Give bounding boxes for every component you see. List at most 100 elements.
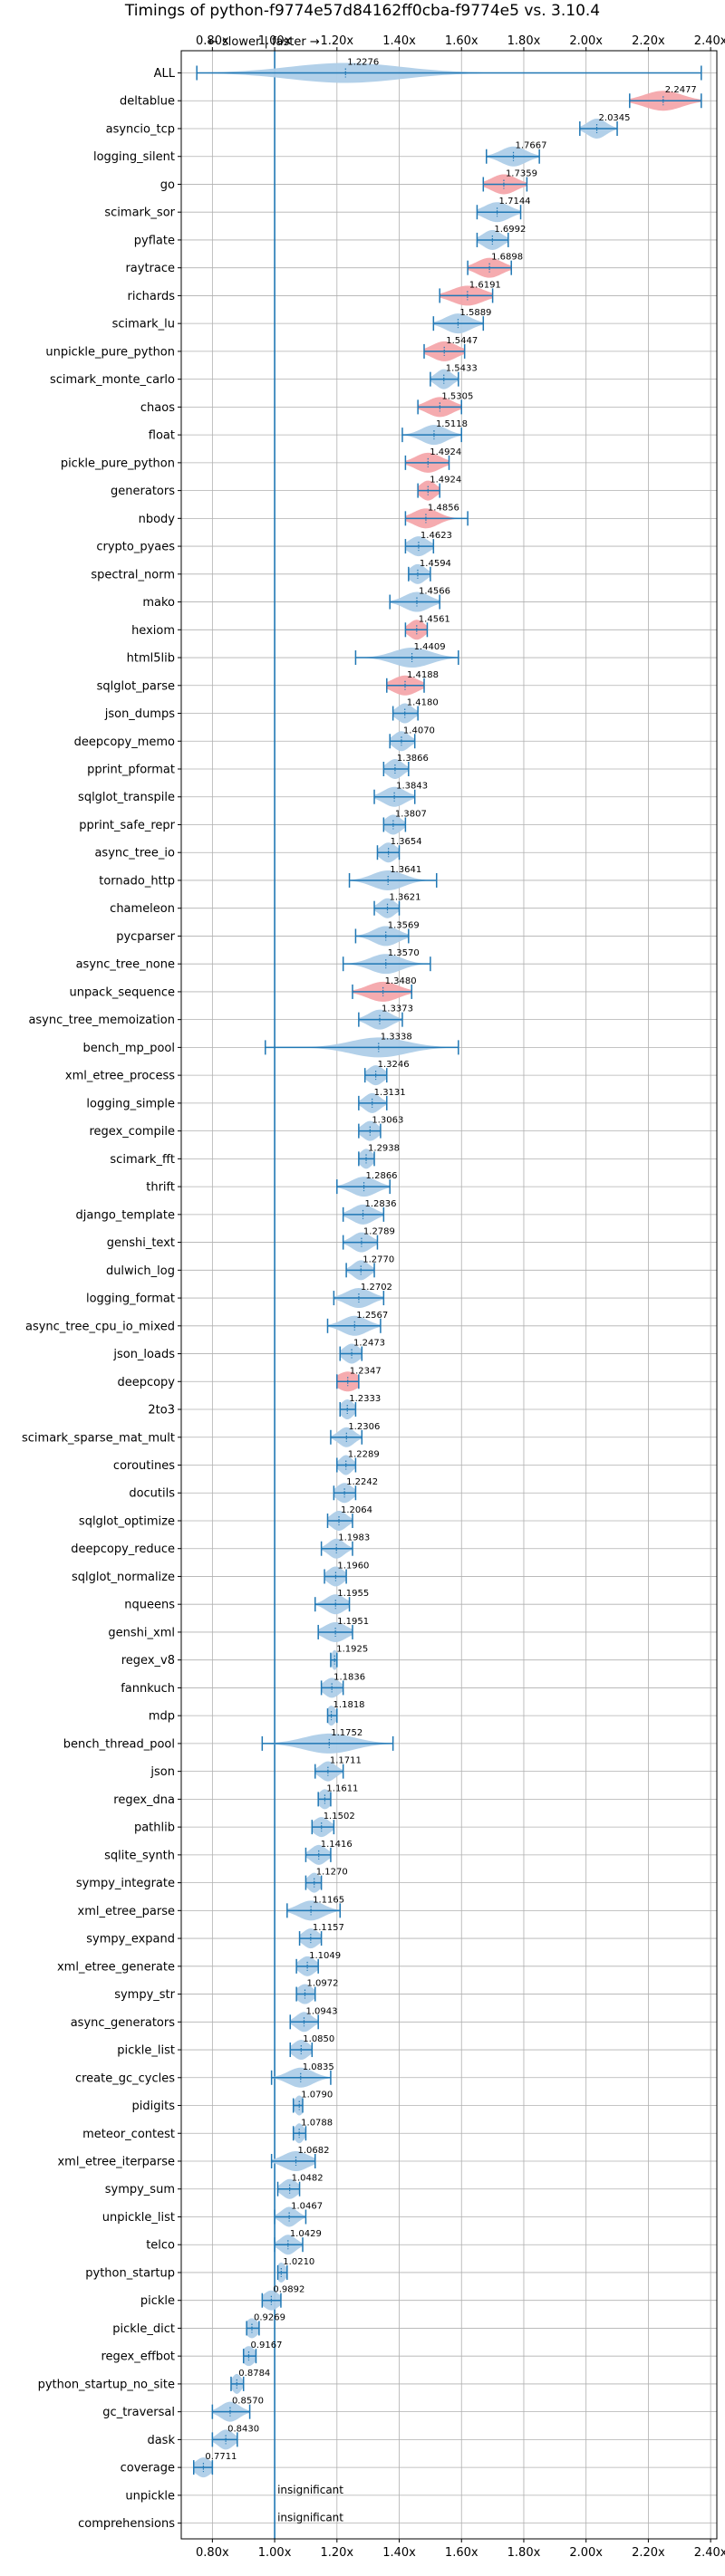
value-label-logging_simple: 1.3131: [374, 1088, 406, 1098]
y-tick-label-81: pickle_dict: [112, 2322, 175, 2336]
value-label-async_tree_memoization: 1.3373: [382, 1004, 413, 1014]
y-tick-label-13: float: [149, 429, 175, 443]
value-label-mako: 1.4566: [419, 587, 450, 597]
y-tick-label-8: richards: [128, 290, 176, 303]
y-tick-label-20: hexiom: [131, 624, 175, 638]
y-tick-label-36: xml_etree_process: [65, 1070, 175, 1083]
y-tick-label-2: asyncio_tcp: [106, 122, 175, 136]
y-tick-label-58: fannkuch: [121, 1682, 175, 1696]
y-tick-label-31: pycparser: [116, 930, 175, 944]
value-label-json_dumps: 1.4180: [407, 698, 439, 708]
y-tick-label-32: async_tree_none: [76, 958, 175, 972]
value-label-mdp: 1.1818: [334, 1700, 365, 1710]
y-tick-label-7: raytrace: [125, 262, 175, 275]
value-label-xml_etree_generate: 1.1049: [309, 1951, 341, 1961]
y-tick-label-84: gc_traversal: [102, 2406, 175, 2419]
value-label-django_template: 1.2836: [365, 1199, 397, 1209]
y-tick-label-53: deepcopy_reduce: [71, 1543, 175, 1556]
y-tick-label-80: pickle: [140, 2294, 175, 2308]
value-label-dulwich_log: 1.2770: [362, 1254, 394, 1264]
value-label-pickle: 0.9892: [273, 2285, 304, 2295]
y-tick-label-67: sympy_expand: [86, 1933, 175, 1946]
y-tick-label-71: pickle_list: [117, 2044, 175, 2058]
value-label-xml_etree_parse: 1.1165: [313, 1895, 344, 1905]
value-label-bench_mp_pool: 1.3338: [381, 1032, 412, 1042]
y-tick-label-16: nbody: [139, 513, 176, 526]
y-tick-label-43: dulwich_log: [106, 1264, 175, 1278]
y-tick-label-77: unpickle_list: [102, 2211, 175, 2225]
x-tick-label-top-3: 1.40x: [382, 34, 416, 48]
y-tick-label-5: scimark_sor: [104, 207, 175, 220]
y-tick-label-15: generators: [111, 485, 175, 498]
chart-title: Timings of python-f9774e57d84162ff0cba-f…: [124, 2, 600, 20]
value-label-2to3: 1.2333: [349, 1394, 381, 1404]
y-tick-label-57: regex_v8: [121, 1654, 175, 1668]
value-label-json: 1.1711: [330, 1756, 362, 1766]
value-label-nqueens: 1.1955: [337, 1589, 369, 1599]
value-label-json_loads: 1.2473: [353, 1339, 385, 1349]
x-tick-label-bottom-6: 2.00x: [569, 2546, 603, 2560]
value-label-sympy_str: 1.0972: [306, 1979, 338, 1989]
value-label-pidigits: 1.0790: [301, 2091, 333, 2100]
y-tick-label-22: sqlglot_parse: [97, 679, 175, 693]
value-label-regex_dna: 1.1611: [326, 1783, 358, 1793]
value-label-deepcopy_memo: 1.4070: [403, 726, 435, 735]
value-label-python_startup_no_site: 0.8784: [238, 2369, 270, 2379]
value-label-coroutines: 1.2289: [348, 1450, 380, 1460]
value-label-bench_thread_pool: 1.1752: [331, 1728, 362, 1738]
value-label-ALL: 1.2276: [347, 58, 379, 68]
y-tick-label-78: telco: [146, 2239, 175, 2253]
value-label-meteor_contest: 1.0788: [301, 2118, 333, 2128]
insignificant-label-88: insignificant: [277, 2512, 343, 2524]
y-tick-label-70: async_generators: [71, 2016, 176, 2030]
y-tick-label-44: logging_format: [86, 1293, 175, 1306]
x-tick-label-top-2: 1.20x: [320, 34, 353, 48]
value-label-deepcopy_reduce: 1.1983: [338, 1533, 370, 1543]
value-label-regex_effbot: 0.9167: [250, 2341, 282, 2350]
value-label-async_generators: 1.0943: [305, 2006, 337, 2016]
value-label-scimark_monte_carlo: 1.5433: [446, 364, 478, 374]
value-label-create_gc_cycles: 1.0835: [303, 2062, 334, 2072]
y-tick-label-35: bench_mp_pool: [82, 1042, 175, 1055]
value-label-scimark_fft: 1.2938: [368, 1143, 400, 1153]
y-tick-label-45: async_tree_cpu_io_mixed: [25, 1320, 175, 1333]
value-label-python_startup: 1.0210: [283, 2257, 314, 2267]
y-tick-label-4: go: [160, 178, 175, 192]
value-label-xml_etree_process: 1.3246: [378, 1060, 410, 1070]
y-tick-label-65: sympy_integrate: [76, 1877, 175, 1890]
x-tick-label-bottom-7: 2.20x: [632, 2546, 665, 2560]
y-tick-label-29: tornado_http: [99, 874, 175, 888]
y-tick-label-60: bench_thread_pool: [63, 1737, 175, 1751]
value-label-tornado_http: 1.3641: [390, 865, 421, 875]
y-tick-label-26: sqlglot_transpile: [78, 791, 175, 804]
direction-annotation: ← slower | faster →: [208, 35, 320, 49]
y-tick-label-68: xml_etree_generate: [57, 1960, 175, 1974]
value-label-pprint_pformat: 1.3866: [397, 754, 429, 764]
y-tick-label-21: html5lib: [127, 652, 175, 666]
value-label-regex_compile: 1.3063: [372, 1116, 403, 1126]
y-tick-label-17: crypto_pyaes: [96, 541, 175, 554]
y-tick-label-55: nqueens: [124, 1599, 175, 1612]
value-label-coverage: 0.7711: [205, 2452, 237, 2462]
y-tick-label-30: chameleon: [110, 902, 175, 916]
x-tick-label-top-5: 1.80x: [508, 34, 541, 48]
x-tick-label-top-4: 1.60x: [445, 34, 478, 48]
y-tick-label-61: json: [150, 1765, 175, 1779]
y-tick-label-49: scimark_sparse_mat_mult: [22, 1431, 175, 1445]
y-tick-label-28: async_tree_io: [94, 847, 175, 860]
x-axis-ticks: 0.80x 0.80x 1.00x 1.00x 1.20x 1.20x 1.40x 1.40x…: [196, 34, 725, 2560]
y-tick-label-33: unpack_sequence: [69, 985, 175, 999]
y-tick-label-64: sqlite_synth: [104, 1849, 175, 1862]
y-tick-label-46: json_loads: [112, 1348, 175, 1361]
value-label-pyflate: 1.6992: [494, 225, 526, 235]
y-tick-label-24: deepcopy_memo: [74, 735, 175, 749]
value-label-pickle_dict: 0.9269: [254, 2312, 285, 2322]
value-label-fannkuch: 1.1836: [334, 1672, 365, 1682]
y-tick-label-63: pathlib: [134, 1821, 175, 1835]
y-tick-label-11: scimark_monte_carlo: [50, 373, 175, 387]
value-label-dask: 0.8430: [227, 2424, 259, 2434]
y-tick-label-87: unpickle: [125, 2489, 175, 2503]
value-label-sympy_sum: 1.0482: [292, 2174, 324, 2184]
